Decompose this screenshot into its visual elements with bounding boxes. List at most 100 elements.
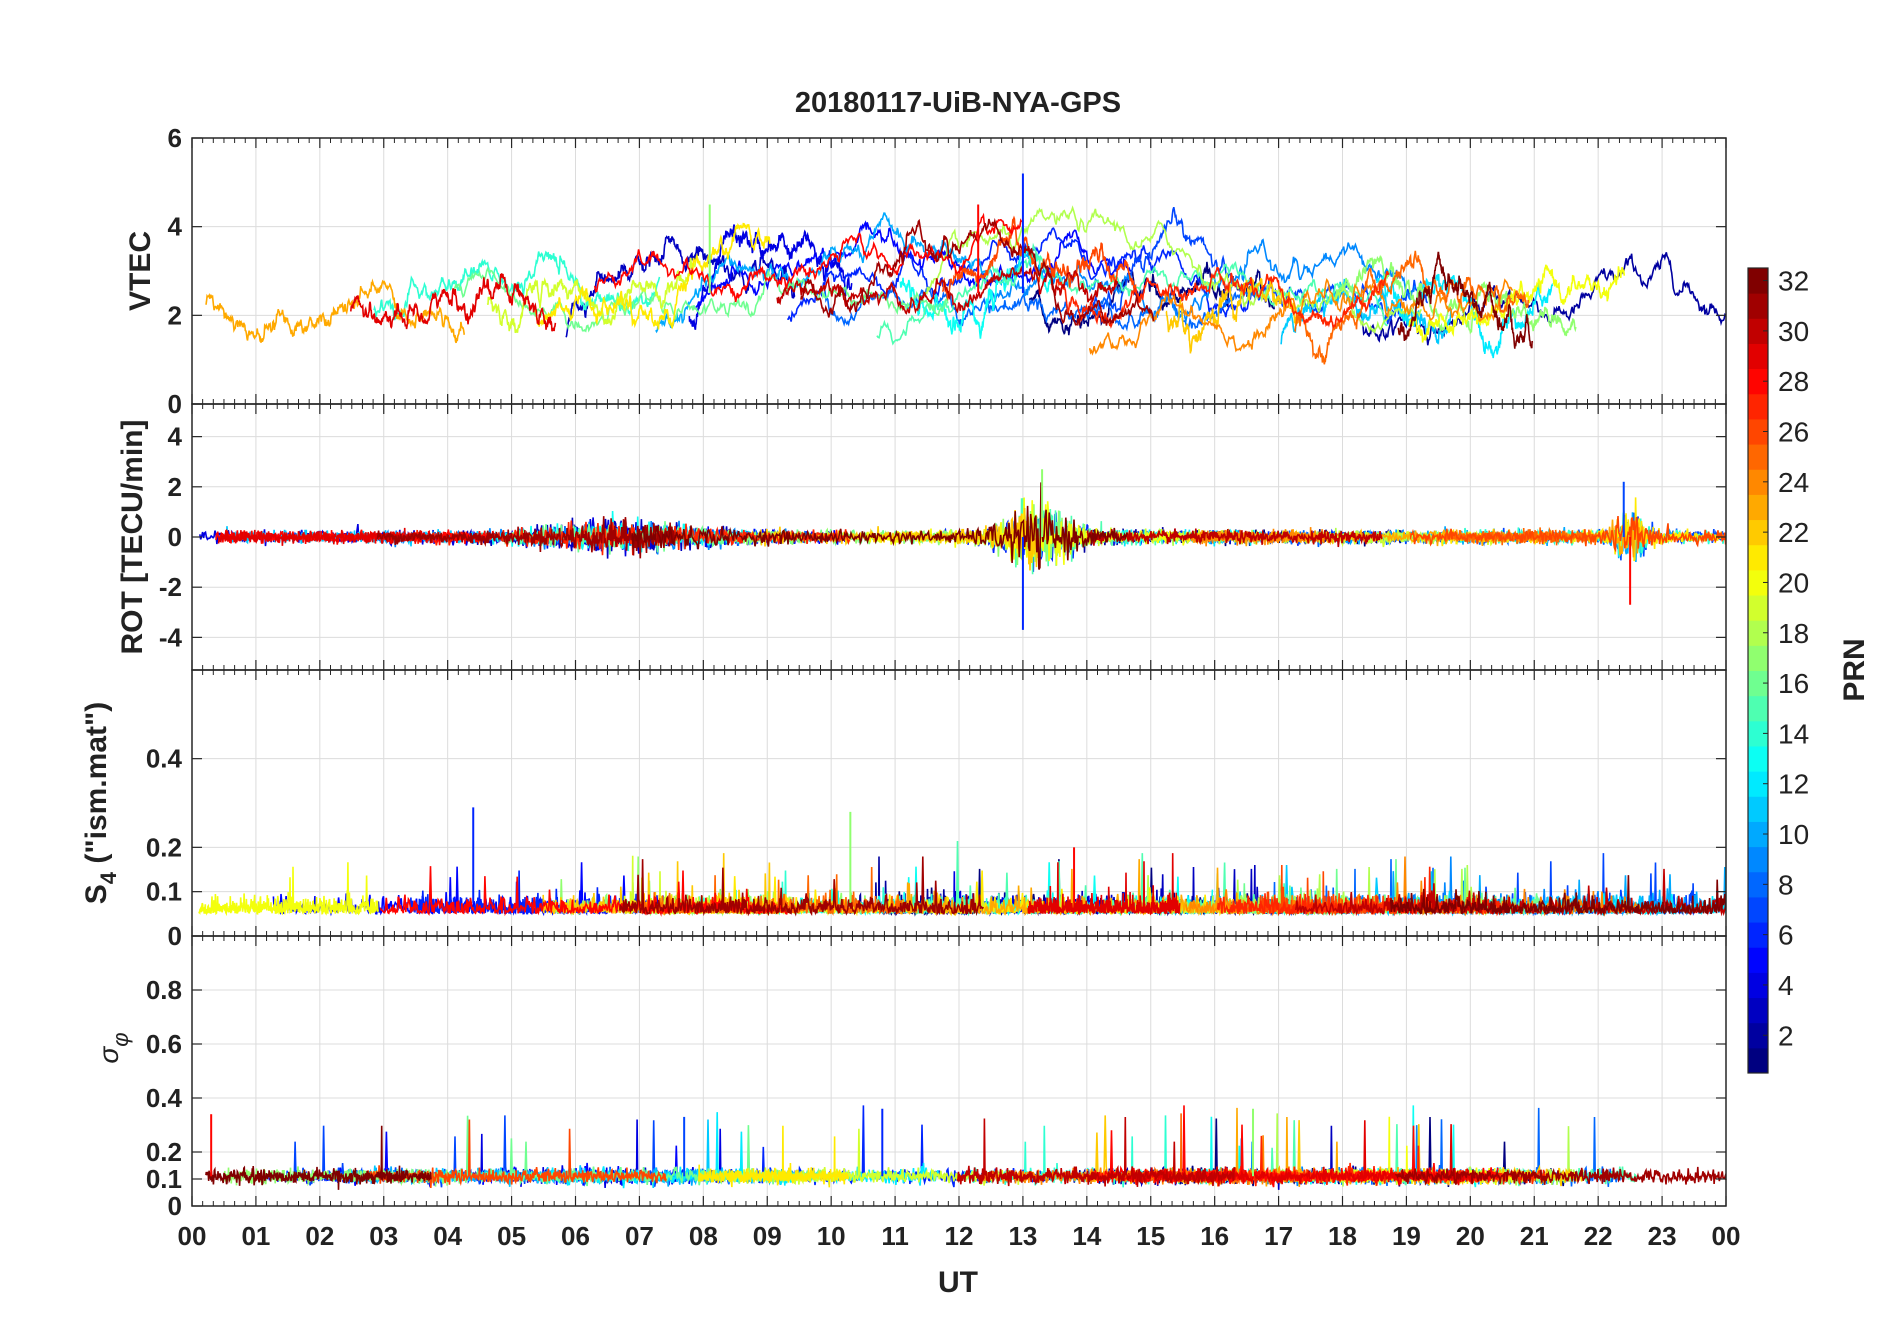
sigma-ytick-label: 0.8 xyxy=(146,975,182,1005)
s4-ytick-label: 0.2 xyxy=(146,832,182,862)
x-tick-label: 16 xyxy=(1200,1221,1229,1251)
x-tick-label: 14 xyxy=(1072,1221,1101,1251)
s4-ylabel-sub: 4 xyxy=(96,871,121,884)
rot-ytick-label: -2 xyxy=(159,572,182,602)
s4-ylabel-main: S xyxy=(80,884,113,904)
x-tick-label: 04 xyxy=(433,1221,462,1251)
colorbar-cell xyxy=(1748,1022,1768,1049)
x-tick-label: 06 xyxy=(561,1221,590,1251)
colorbar-cell xyxy=(1748,745,1768,772)
s4-series-prn-20 xyxy=(198,862,379,917)
colorbar-cell xyxy=(1748,846,1768,873)
rot-series-prn-26 xyxy=(1409,515,1727,553)
vtec-series-prn-30 xyxy=(776,265,1119,315)
s4-series-prn-31 xyxy=(619,856,985,917)
rot-series-prn-32 xyxy=(631,482,1129,570)
rot-series-prn-21 xyxy=(1440,497,1727,562)
x-tick-label: 21 xyxy=(1520,1221,1549,1251)
x-tick-label: 00 xyxy=(178,1221,207,1251)
colorbar-label: PRN xyxy=(1838,638,1871,701)
colorbar-cell xyxy=(1748,645,1768,671)
vtec-series-prn-27 xyxy=(1050,266,1390,330)
colorbar-cell xyxy=(1748,922,1768,948)
s4-series xyxy=(198,807,1727,917)
sigma-ytick-label: 0.6 xyxy=(146,1029,182,1059)
colorbar-tick-label: 10 xyxy=(1778,819,1809,850)
sigma-series xyxy=(205,1105,1727,1190)
sigma-ytick-label: 0.2 xyxy=(146,1137,182,1167)
rot-ytick-label: -4 xyxy=(159,622,183,652)
x-tick-label: 07 xyxy=(625,1221,654,1251)
colorbar-cell xyxy=(1748,444,1768,470)
panel-sigma-phi: 00.10.2 0.4 0.6 0.8 σφ xyxy=(93,935,1727,1221)
colorbar-cell xyxy=(1748,947,1768,973)
rot-series-prn-31 xyxy=(376,516,676,559)
colorbar-cell xyxy=(1748,771,1768,797)
colorbar-cell xyxy=(1748,343,1768,370)
vtec-series-prn-16 xyxy=(451,266,949,333)
colorbar-cell xyxy=(1748,418,1768,445)
colorbar-tick-label: 16 xyxy=(1778,668,1809,699)
x-tick-label: 00 xyxy=(1712,1221,1741,1251)
rot-series-prn-29 xyxy=(217,527,434,546)
colorbar-cell xyxy=(1748,1047,1768,1074)
vtec-series-prn-32 xyxy=(1397,251,1534,349)
x-tick-label: 23 xyxy=(1648,1221,1677,1251)
s4-series-prn-25 xyxy=(637,866,903,916)
colorbar-cell xyxy=(1748,821,1768,848)
panel-vtec: 0 2 4 6 VTEC xyxy=(124,123,1727,419)
sigma-series-prn-30 xyxy=(956,1116,1236,1187)
s4-series-prn-32 xyxy=(1390,875,1727,917)
sigma-ytick-label: 0.4 xyxy=(146,1083,183,1113)
s4-ylabel-rest: ("ism.mat") xyxy=(80,702,113,872)
vtec-ytick-label: 4 xyxy=(168,212,183,242)
colorbar-frame xyxy=(1747,267,1769,1074)
sigma-ytick-label: 0.1 xyxy=(146,1164,182,1194)
s4-ylabel: S4 ("ism.mat") xyxy=(80,702,121,904)
vtec-series-prn-18 xyxy=(924,205,1422,335)
x-tick-label: 08 xyxy=(689,1221,718,1251)
vtec-series-prn-10 xyxy=(655,212,1032,334)
x-tick-labels: 00 01 02 03 04 05 06 07 08 09 10 11 12 13 14 15 16 17 18 19… xyxy=(178,1221,1741,1251)
vtec-series-prn-19 xyxy=(486,257,696,334)
rot-ylabel: ROT [TECU/min] xyxy=(116,420,149,655)
colorbar-cell xyxy=(1748,544,1768,571)
panel-s4: 0 0.1 0.2 0.4 S4 ("ism.mat") xyxy=(80,669,1727,951)
colorbar-tick-label: 4 xyxy=(1778,970,1794,1001)
colorbar-cell xyxy=(1748,796,1768,822)
x-tick-label: 15 xyxy=(1136,1221,1165,1251)
vtec-series-prn-12 xyxy=(1376,273,1554,359)
sigma-series-prn-21 xyxy=(698,1125,850,1188)
sigma-ylabel: σφ xyxy=(93,1032,133,1063)
sigma-ylabel-sub: φ xyxy=(108,1032,133,1046)
colorbar-tick-label: 24 xyxy=(1778,467,1809,498)
vtec-series-prn-24 xyxy=(1088,277,1514,356)
s4-ytick-label: 0 xyxy=(168,921,182,951)
x-tick-label: 22 xyxy=(1584,1221,1613,1251)
vtec-x-ticks xyxy=(191,138,1727,404)
colorbar-tick-label: 8 xyxy=(1778,869,1794,900)
s4-y-ticks: 0 0.1 0.2 0.4 xyxy=(146,744,1726,951)
x-tick-label: 11 xyxy=(881,1221,909,1251)
colorbar-cell xyxy=(1748,720,1768,747)
colorbar-cell xyxy=(1748,318,1768,344)
colorbar-tick-label: 18 xyxy=(1778,618,1809,649)
s4-ytick-label: 0.4 xyxy=(146,744,183,774)
vtec-series-prn-17 xyxy=(1331,254,1577,337)
vtec-series-prn-29 xyxy=(350,273,557,332)
vtec-series-prn-11 xyxy=(1280,278,1453,346)
colorbar-cell xyxy=(1748,469,1768,495)
chart-title: 20180117-UiB-NYA-GPS xyxy=(795,87,1121,119)
colorbar-cell xyxy=(1748,595,1768,621)
vtec-series-prn-21 xyxy=(534,222,771,330)
colorbar-cell xyxy=(1748,620,1768,646)
colorbar-tick-label: 20 xyxy=(1778,567,1809,598)
colorbar-tick-label: 6 xyxy=(1778,920,1794,951)
x-tick-label: 20 xyxy=(1456,1221,1485,1251)
rot-ytick-label: 0 xyxy=(168,522,182,552)
vtec-series-prn-26 xyxy=(941,215,1142,304)
x-tick-label: 09 xyxy=(753,1221,782,1251)
x-axis-label: UT xyxy=(938,1266,978,1299)
